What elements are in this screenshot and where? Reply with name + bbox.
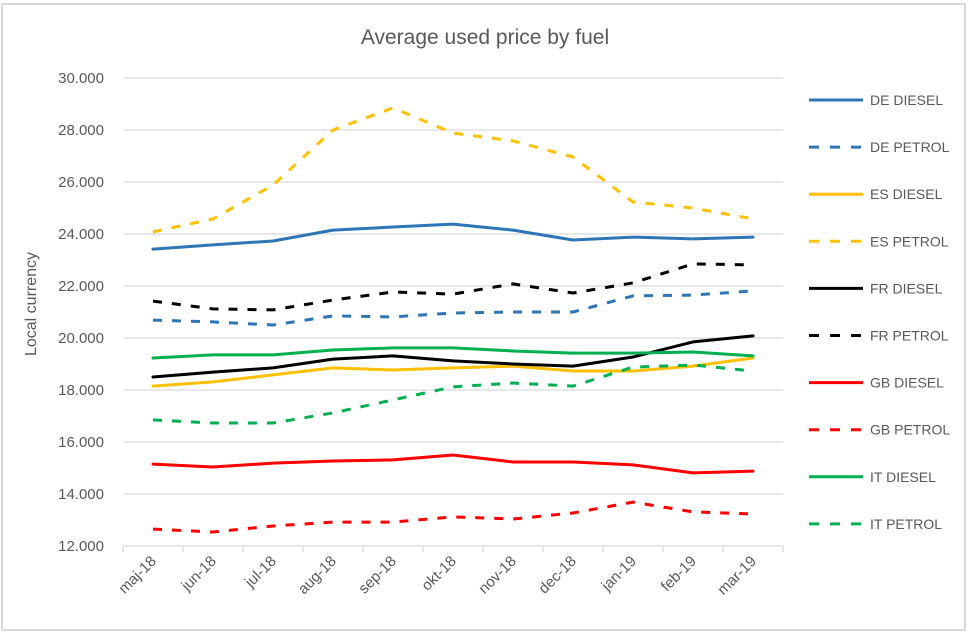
legend-label: GB DIESEL [870,375,944,391]
series-line-es-petrol [152,106,754,234]
x-tick-label: aug-18 [295,553,340,598]
legend-label: GB PETROL [870,422,950,438]
y-tick-label: 28.000 [58,122,104,139]
legend-label: IT DIESEL [870,469,936,485]
legend-label: DE PETROL [870,139,950,155]
series-line-it-petrol [152,363,754,425]
legend-label: ES DIESEL [870,186,943,202]
legend-label: DE DIESEL [870,92,943,108]
legend-label: FR DIESEL [870,280,943,296]
legend-label: IT PETROL [870,516,942,532]
y-tick-label: 30.000 [58,70,104,87]
y-axis-ticks: 12.000 14.000 16.000 18.000 20.000 22.000 24.0… [58,70,104,555]
series-line-de-diesel [151,222,755,251]
series-line-de-petrol [152,289,754,327]
series-line-fr-petrol [152,262,754,312]
x-tick-label: feb-19 [658,553,700,595]
series-line-it-diesel [151,346,755,360]
y-tick-label: 16.000 [58,434,104,451]
y-axis-title: Local currency [23,252,40,356]
x-tick-label: mar-19 [714,553,760,599]
legend-label: FR PETROL [870,328,949,344]
x-tick-label: nov-18 [475,553,519,597]
series-line-gb-petrol [152,500,754,534]
x-tick-label: jun-18 [178,553,220,595]
chart-area [1,3,966,631]
x-tick-label: jul-18 [241,553,280,592]
legend-label: ES PETROL [870,233,949,249]
x-axis: maj-18 jun-18 jul-18 aug-18 sep-18 okt-18 nov-… [115,545,784,599]
x-tick-label: sep-18 [355,553,399,597]
chart-title: Average used price by fuel [361,26,609,49]
y-tick-label: 18.000 [58,382,104,399]
legend: DE DIESEL DE PETROL ES DIESEL ES PETROL FR D… [809,92,950,532]
y-tick-label: 20.000 [58,330,104,347]
series-line-es-diesel [151,356,755,388]
series-line-gb-diesel [151,453,755,475]
y-tick-label: 14.000 [58,486,104,503]
y-tick-label: 12.000 [58,538,104,555]
y-tick-label: 24.000 [58,226,104,243]
x-tick-label: dec-18 [535,553,579,597]
y-tick-label: 26.000 [58,174,104,191]
series-line-fr-diesel [151,334,755,379]
series-group [151,106,755,534]
x-tick-label: jan-19 [598,553,640,595]
x-tick-label: maj-18 [115,553,159,597]
x-tick-label: okt-18 [418,553,460,595]
y-tick-label: 22.000 [58,278,104,295]
gridlines [123,77,783,495]
